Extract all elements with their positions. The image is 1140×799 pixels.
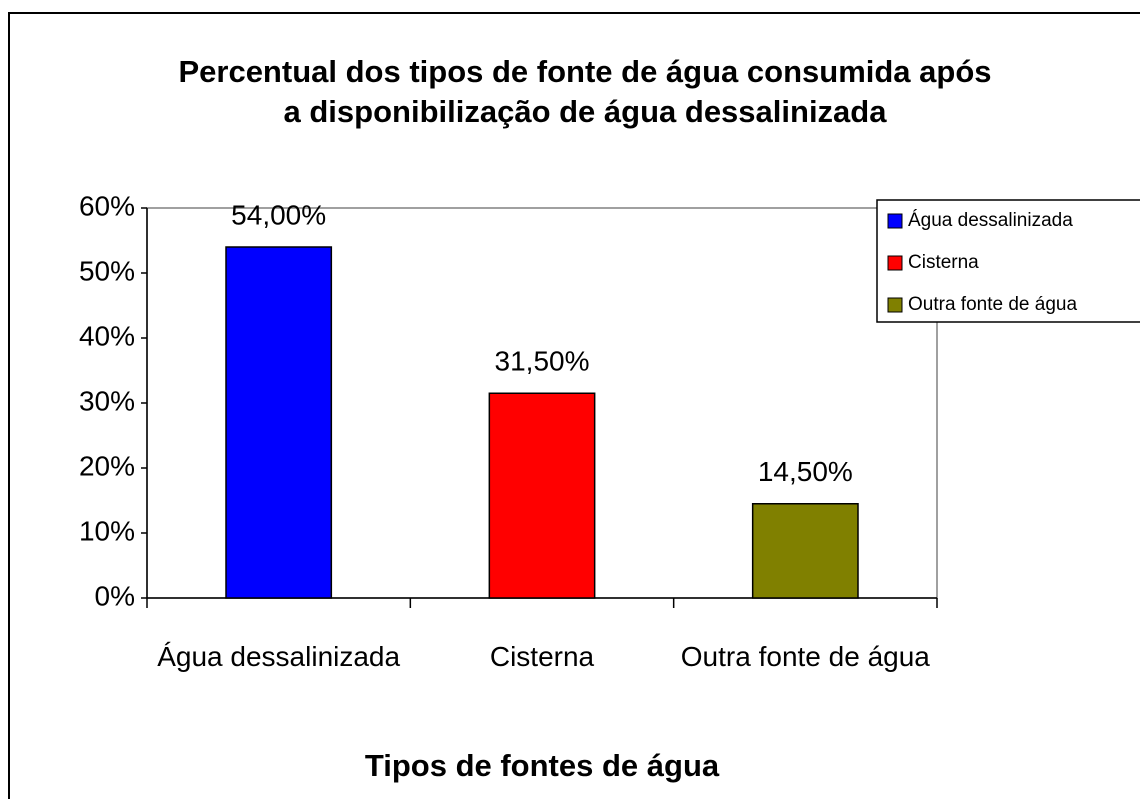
value-label: 14,50%: [758, 456, 853, 487]
bar: [225, 246, 333, 599]
legend-box: [876, 199, 1140, 323]
bar: [751, 503, 859, 599]
y-tick-label: 50%: [79, 255, 135, 286]
x-tick-label: Água dessalinizada: [157, 641, 401, 672]
y-tick-label: 0%: [95, 580, 135, 611]
bar: [488, 392, 596, 599]
legend-swatch: [887, 213, 903, 229]
legend-swatch: [887, 297, 903, 313]
value-label: 31,50%: [495, 346, 590, 377]
y-tick-label: 30%: [79, 385, 135, 416]
value-label: 54,00%: [231, 199, 326, 230]
legend-label: Água dessalinizada: [908, 210, 1073, 231]
y-tick-label: 60%: [79, 190, 135, 221]
legend-label: Outra fonte de água: [908, 294, 1077, 315]
x-tick-label: Cisterna: [489, 641, 595, 672]
legend-label: Cisterna: [908, 252, 979, 273]
legend-swatch: [887, 255, 903, 271]
y-tick-label: 10%: [79, 515, 135, 546]
y-tick-label: 20%: [79, 450, 135, 481]
chart-title: Percentual dos tipos de fonte de água co…: [178, 54, 992, 129]
x-tick-label: Outra fonte de água: [680, 641, 930, 672]
x-axis-title: Tipos de fontes de água: [364, 748, 720, 783]
y-tick-label: 40%: [79, 320, 135, 351]
